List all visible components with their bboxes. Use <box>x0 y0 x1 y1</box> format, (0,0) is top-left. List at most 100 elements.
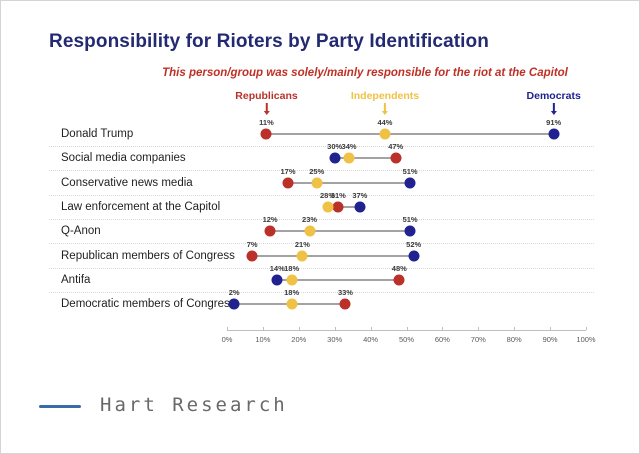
value-label: 51% <box>402 166 418 176</box>
data-point-republicans <box>264 225 276 237</box>
category-label: Conservative news media <box>61 176 193 189</box>
x-axis-tick <box>262 327 264 330</box>
value-label: 2% <box>228 288 240 298</box>
data-point-democrats <box>271 274 283 286</box>
value-label: 44% <box>377 118 393 127</box>
row-separator <box>49 194 594 196</box>
x-axis-tick-label: 30% <box>327 335 343 344</box>
legend-item-independents: Independents <box>351 90 419 120</box>
legend-label: Independents <box>350 90 420 102</box>
data-point-independents <box>286 298 298 310</box>
value-label: 91% <box>546 118 562 127</box>
data-point-republicans <box>332 201 344 213</box>
x-axis-tick <box>550 327 552 330</box>
row-separator <box>49 170 594 172</box>
x-axis-tick-label: 0% <box>221 335 233 344</box>
x-axis-tick <box>586 327 587 330</box>
x-axis-tick-label: 70% <box>470 335 486 344</box>
chart-subtitle: This person/group was solely/mainly resp… <box>162 67 568 79</box>
category-label: Donald Trump <box>61 128 134 140</box>
value-label: 11% <box>259 118 274 127</box>
value-label: 12% <box>262 215 278 225</box>
value-label: 47% <box>388 142 404 152</box>
x-axis-tick-label: 50% <box>398 335 415 344</box>
x-axis-tick <box>442 327 444 330</box>
row-separator <box>49 291 594 293</box>
x-axis-tick <box>406 327 408 330</box>
x-axis-tick-label: 40% <box>363 335 379 344</box>
x-axis-tick-label: 100% <box>576 335 596 344</box>
dumbbell-connector <box>334 157 396 160</box>
category-label: Democratic members of Congress <box>61 298 236 311</box>
value-label: 37% <box>352 190 368 200</box>
value-label: 31% <box>330 190 346 200</box>
x-axis-tick <box>298 327 300 330</box>
value-label: 30% <box>327 142 343 152</box>
data-point-democrats <box>354 201 366 213</box>
data-point-independents <box>322 201 334 213</box>
data-point-republicans <box>246 250 258 261</box>
data-point-independents <box>286 274 298 286</box>
dumbbell-connector <box>266 133 554 135</box>
data-point-republicans <box>282 177 294 189</box>
legend-item-republicans: Republicans <box>235 90 298 120</box>
value-label: 14% <box>269 263 285 273</box>
down-arrow-icon <box>550 103 557 115</box>
legend-label: Democrats <box>526 90 581 102</box>
data-point-democrats <box>408 250 420 261</box>
data-point-republicans <box>260 128 272 140</box>
x-axis-tick-label: 20% <box>291 335 307 344</box>
category-label: Antifa <box>61 273 91 286</box>
data-point-independents <box>304 225 316 237</box>
data-point-independents <box>311 177 323 189</box>
category-label: Law enforcement at the Capitol <box>61 200 221 213</box>
dumbbell-connector <box>252 254 414 257</box>
value-label: 28% <box>320 190 336 200</box>
x-axis-tick-label: 90% <box>542 335 558 344</box>
down-arrow-icon <box>381 103 388 115</box>
data-point-republicans <box>390 152 402 164</box>
dumbbell-connector <box>277 278 400 281</box>
value-label: 18% <box>284 263 300 273</box>
value-label: 52% <box>406 239 422 249</box>
dumbbell-connector <box>270 230 411 233</box>
chart-title: Responsibility for Rioters by Party Iden… <box>49 31 489 52</box>
value-label: 25% <box>309 166 325 176</box>
data-point-republicans <box>339 298 351 310</box>
dumbbell-connector <box>288 181 411 184</box>
value-label: 7% <box>246 239 258 249</box>
x-axis <box>227 330 586 331</box>
legend-label: Republicans <box>235 90 298 102</box>
x-axis-tick <box>478 327 480 330</box>
row-separator <box>49 267 594 269</box>
data-point-democrats <box>329 152 341 164</box>
brand-accent-line <box>39 405 81 408</box>
value-label: 18% <box>284 288 300 298</box>
value-label: 33% <box>337 288 353 298</box>
legend-item-democrats: Democrats <box>527 90 581 120</box>
value-label: 23% <box>302 215 318 225</box>
data-point-independents <box>379 128 391 140</box>
brand-logo-text: Hart Research <box>100 394 288 416</box>
category-label: Social media companies <box>61 152 186 165</box>
x-axis-tick <box>514 327 516 330</box>
data-point-republicans <box>393 274 405 286</box>
x-axis-tick <box>370 327 372 330</box>
down-arrow-icon <box>263 103 270 115</box>
value-label: 48% <box>391 263 407 273</box>
x-axis-tick-label: 80% <box>506 335 522 344</box>
value-label: 34% <box>341 142 357 152</box>
data-point-independents <box>296 250 308 261</box>
category-label: Republican members of Congress <box>61 249 235 262</box>
data-point-democrats <box>228 298 240 310</box>
x-axis-tick-label: 10% <box>255 335 271 344</box>
row-separator <box>49 219 594 221</box>
value-label: 51% <box>402 215 418 225</box>
row-separator <box>49 243 594 245</box>
value-label: 21% <box>294 239 310 249</box>
row-separator <box>49 146 594 148</box>
data-point-democrats <box>404 225 416 237</box>
x-axis-tick-label: 60% <box>434 335 450 344</box>
